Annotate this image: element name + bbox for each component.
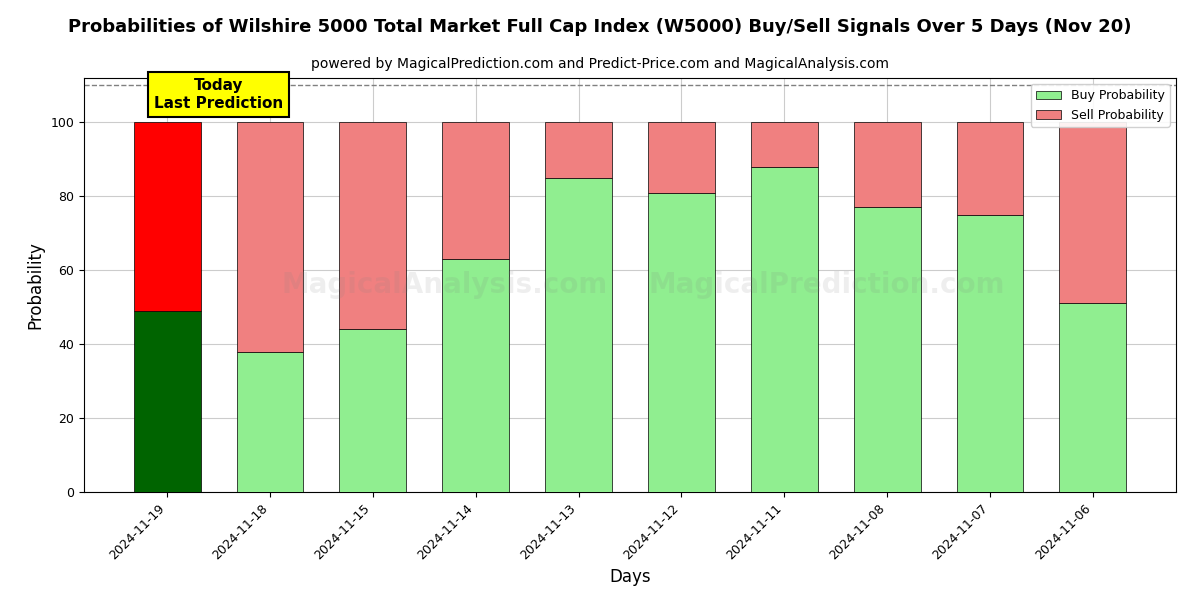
Bar — [751, 122, 817, 167]
Text: powered by MagicalPrediction.com and Predict-Price.com and MagicalAnalysis.com: powered by MagicalPrediction.com and Pre… — [311, 57, 889, 71]
Bar — [545, 178, 612, 492]
Bar — [648, 122, 715, 193]
Legend: Buy Probability, Sell Probability: Buy Probability, Sell Probability — [1031, 84, 1170, 127]
Bar — [956, 122, 1024, 215]
Bar — [1060, 304, 1127, 492]
Y-axis label: Probability: Probability — [26, 241, 44, 329]
Bar — [236, 352, 304, 492]
Bar — [443, 122, 509, 259]
Bar — [236, 122, 304, 352]
Bar — [133, 311, 200, 492]
Bar — [340, 122, 407, 329]
Bar — [133, 122, 200, 311]
Bar — [1060, 122, 1127, 304]
Bar — [853, 208, 920, 492]
Bar — [443, 259, 509, 492]
Text: MagicalPrediction.com: MagicalPrediction.com — [648, 271, 1004, 299]
Bar — [340, 329, 407, 492]
Bar — [545, 122, 612, 178]
Bar — [853, 122, 920, 208]
Text: Today
Last Prediction: Today Last Prediction — [154, 79, 283, 111]
Bar — [956, 215, 1024, 492]
Bar — [751, 167, 817, 492]
X-axis label: Days: Days — [610, 568, 650, 586]
Bar — [648, 193, 715, 492]
Text: Probabilities of Wilshire 5000 Total Market Full Cap Index (W5000) Buy/Sell Sign: Probabilities of Wilshire 5000 Total Mar… — [68, 18, 1132, 36]
Text: MagicalAnalysis.com: MagicalAnalysis.com — [281, 271, 607, 299]
